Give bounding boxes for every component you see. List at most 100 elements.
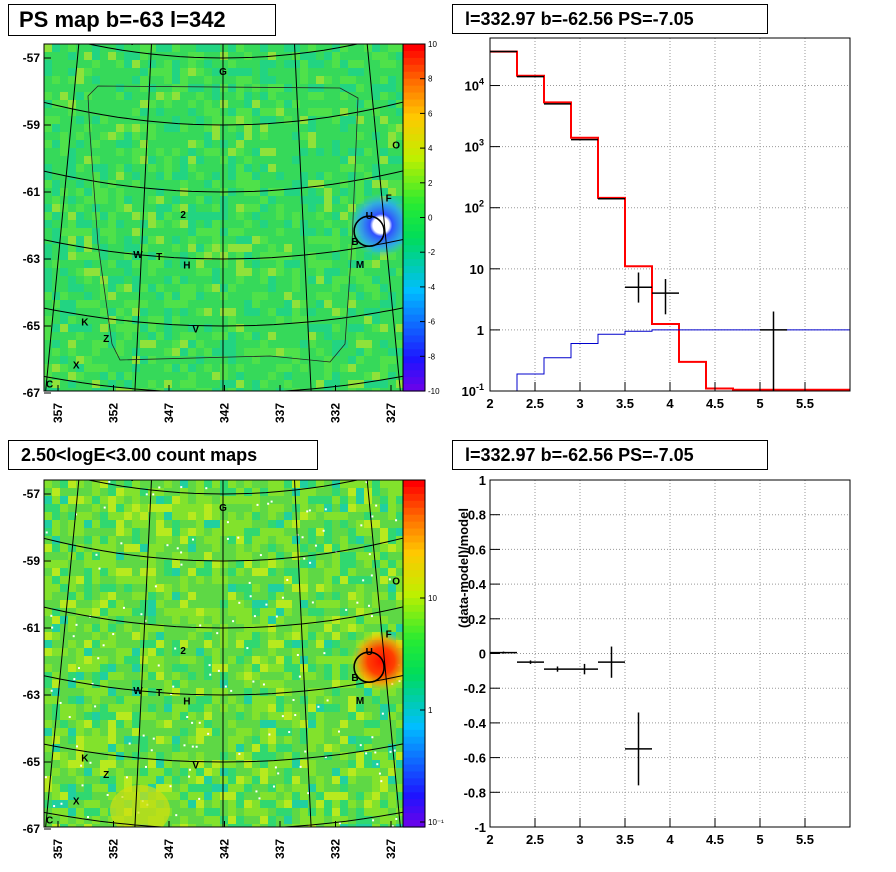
map1-pixel	[124, 140, 132, 148]
map1-pixel	[316, 276, 324, 284]
colorbar2-swatch	[403, 563, 425, 571]
map2-pixel	[340, 544, 348, 552]
map2-pixel	[332, 568, 340, 576]
map2-pixel	[348, 576, 356, 584]
map1-pixel	[132, 52, 140, 60]
map1-pixel	[76, 228, 84, 236]
map1-pixel	[116, 260, 124, 268]
map1-pixel	[60, 292, 68, 300]
map2-speckle	[296, 653, 299, 656]
map2-pixel	[260, 664, 268, 672]
map2-pixel	[108, 816, 116, 824]
map2-pixel	[388, 496, 396, 504]
map1-pixel	[324, 228, 332, 236]
map2-pixel	[116, 696, 124, 704]
map2-pixel	[316, 592, 324, 600]
map2-pixel	[84, 536, 92, 544]
map2-pixel	[284, 664, 292, 672]
map2-pixel	[324, 528, 332, 536]
map1-pixel	[348, 292, 356, 300]
map1-pixel	[180, 188, 188, 196]
colorbar2-swatch	[403, 681, 425, 689]
map1-pixel	[372, 372, 380, 380]
map2-speckle	[309, 561, 312, 564]
map2-pixel	[76, 608, 84, 616]
map2-pixel	[300, 496, 308, 504]
map2-pixel	[196, 504, 204, 512]
map2-pixel	[116, 656, 124, 664]
map2-pixel	[276, 504, 284, 512]
map2-pixel	[52, 624, 60, 632]
map1-pixel	[172, 196, 180, 204]
colorbar1-swatch	[403, 307, 425, 316]
map2-speckle	[337, 730, 340, 733]
map2-pixel	[212, 520, 220, 528]
map1-pixel	[220, 212, 228, 220]
map2-speckle	[375, 504, 378, 507]
map2-pixel	[260, 760, 268, 768]
map2-pixel	[92, 808, 100, 816]
map1-pixel	[348, 356, 356, 364]
map1-pixel	[372, 44, 380, 52]
map2-speckle	[53, 805, 56, 808]
map1-pixel	[308, 276, 316, 284]
map2-pixel	[364, 616, 372, 624]
map2-speckle	[144, 619, 147, 622]
map2-pixel	[340, 776, 348, 784]
map1-pixel	[396, 340, 403, 348]
map1-pixel	[180, 260, 188, 268]
colorbar1-swatch	[403, 300, 425, 309]
map2-pixel	[348, 592, 356, 600]
map2-pixel	[68, 712, 76, 720]
map1-pixel	[236, 92, 244, 100]
map2-pixel	[340, 720, 348, 728]
map2-pixel	[236, 728, 244, 736]
map2-pixel	[108, 544, 116, 552]
map2-pixel	[92, 568, 100, 576]
map2-speckle	[298, 675, 301, 678]
map1-pixel	[52, 204, 60, 212]
map2-pixel	[52, 560, 60, 568]
map1-pixel	[380, 300, 388, 308]
map2-pixel	[212, 544, 220, 552]
map2-pixel	[308, 480, 316, 488]
map2-pixel	[372, 488, 380, 496]
colorbar2-swatch	[403, 535, 425, 544]
map1-pixel	[140, 300, 148, 308]
map2-pixel	[380, 568, 388, 576]
map2-pixel	[308, 760, 316, 768]
map2-pixel	[180, 496, 188, 504]
map2-pixel	[396, 792, 403, 800]
map1-pixel	[148, 124, 156, 132]
map1-pixel	[196, 44, 204, 52]
map2-pixel	[364, 608, 372, 616]
map1-pixel	[164, 92, 172, 100]
map1-pixel	[348, 116, 356, 124]
map1-pixel	[372, 92, 380, 100]
colorbar1-swatch	[403, 99, 425, 108]
map2-pixel	[308, 816, 316, 824]
map2-pixel	[276, 728, 284, 736]
map1-source-glow	[349, 193, 403, 258]
map2-pixel	[380, 504, 388, 512]
map1-pixel	[164, 76, 172, 84]
map2-speckle	[326, 699, 329, 702]
map2-pixel	[316, 584, 324, 592]
map2-meridian	[0, 425, 12, 861]
map2-pixel	[348, 824, 356, 827]
map2-pixel	[236, 640, 244, 648]
map2-pixel	[212, 824, 220, 827]
map2-target-circle	[353, 651, 385, 684]
map1-pixel	[180, 300, 188, 308]
map1-pixel	[260, 116, 268, 124]
map2-pixel	[260, 600, 268, 608]
map2-pixel	[388, 800, 396, 808]
map2-pixel	[340, 784, 348, 792]
map1-pixel	[68, 228, 76, 236]
map1-pixel	[332, 244, 340, 252]
map2-pixel	[252, 800, 260, 808]
map2-pixel	[300, 584, 308, 592]
map2-pixel	[100, 744, 108, 752]
map2-pixel	[52, 632, 60, 640]
